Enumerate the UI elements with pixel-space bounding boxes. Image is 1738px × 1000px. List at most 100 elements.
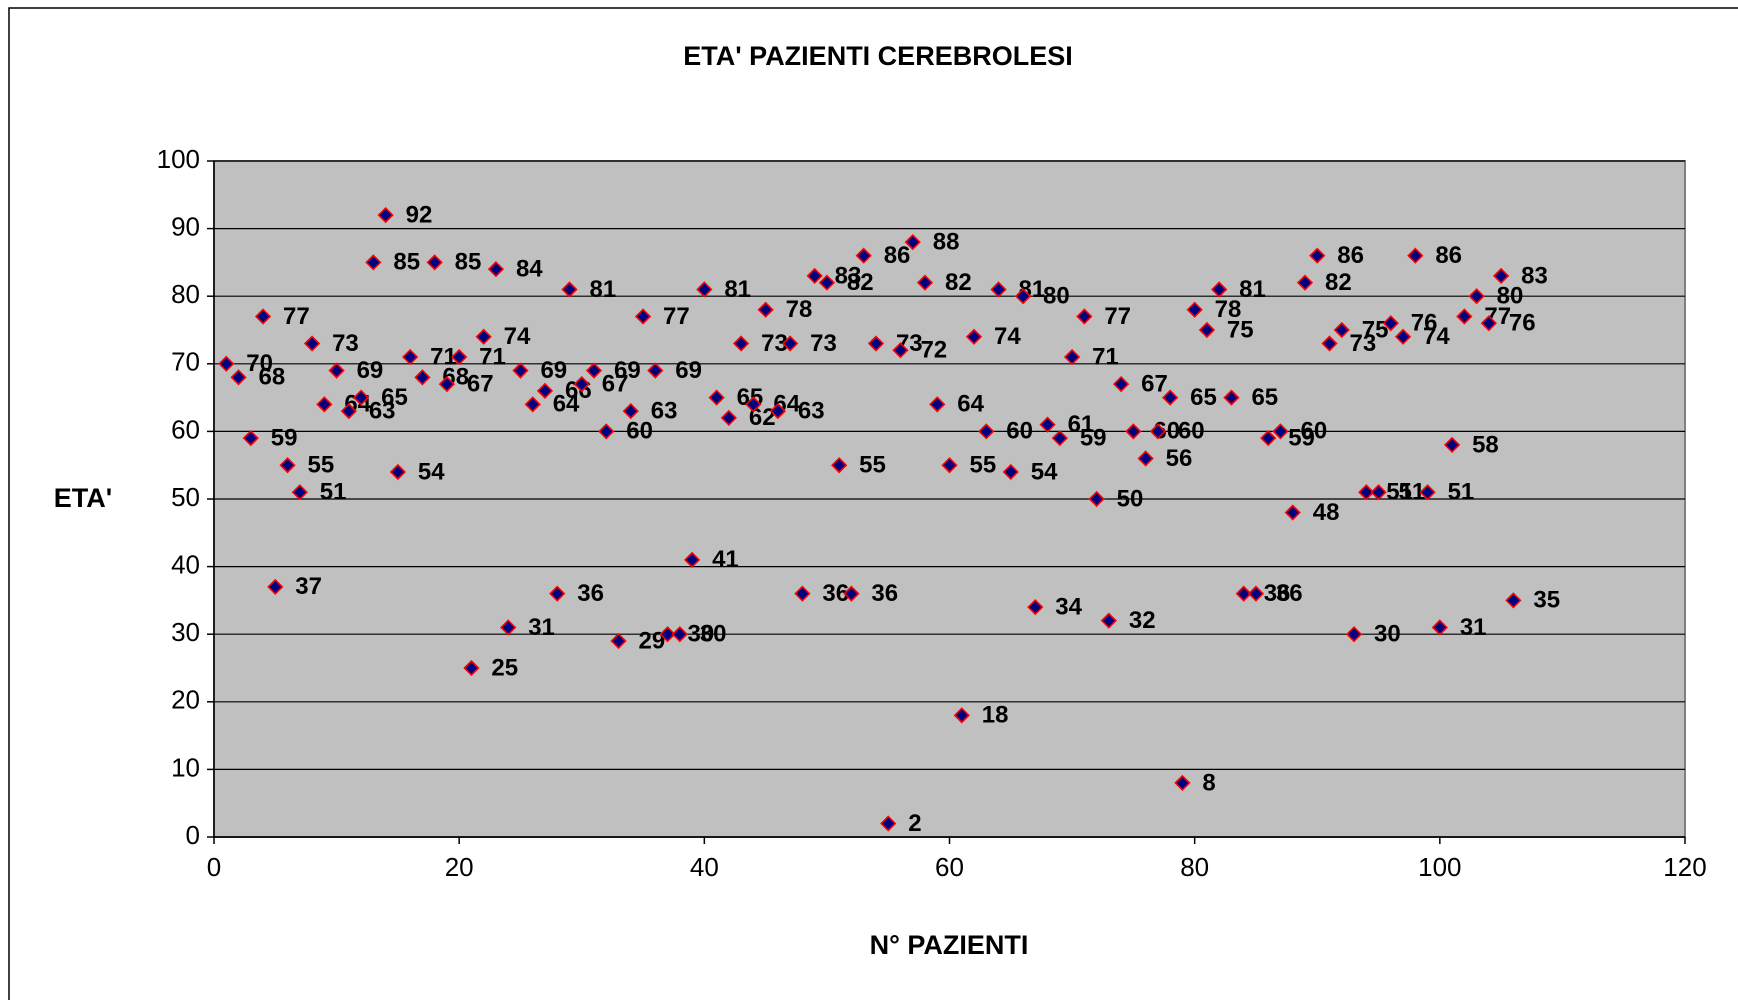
point (1051, 430, 1068, 447)
data-label: 67 (602, 370, 629, 397)
point (1456, 308, 1473, 325)
data-label: 69 (540, 357, 567, 384)
data-label: 77 (283, 303, 310, 330)
point (671, 626, 688, 643)
data-label: 51 (320, 479, 347, 506)
point (1112, 375, 1130, 393)
point (377, 206, 394, 224)
data-label: 73 (1350, 330, 1377, 357)
data-label: 29 (639, 627, 666, 654)
point (1186, 301, 1203, 318)
chart-title: ETA' PAZIENTI CEREBROLESI (683, 41, 1072, 71)
point (1284, 504, 1301, 521)
data-label: 83 (835, 262, 862, 289)
point (1480, 315, 1498, 332)
point (487, 261, 505, 278)
data-label: 67 (467, 370, 494, 397)
data-label: 59 (271, 425, 298, 452)
point (291, 484, 308, 501)
data-label: 70 (246, 350, 273, 377)
data-label: 71 (1092, 343, 1119, 370)
point (880, 815, 897, 832)
point (831, 457, 848, 474)
data-label: 69 (675, 357, 702, 384)
x-tick-label: 80 (1180, 852, 1209, 882)
data-label: 32 (1129, 607, 1156, 634)
point (573, 375, 590, 393)
y-tick-label: 0 (186, 820, 200, 850)
point (1296, 274, 1314, 291)
data-label: 63 (798, 397, 825, 424)
point (1088, 490, 1105, 508)
y-axis-label: ETA' (54, 483, 112, 513)
data-label: 55 (970, 452, 997, 479)
data-label: 56 (1166, 445, 1193, 472)
data-label: 60 (1300, 418, 1327, 445)
point (365, 254, 382, 271)
point (916, 274, 934, 291)
data-label: 84 (516, 256, 543, 283)
point (1419, 484, 1436, 501)
point (549, 585, 566, 602)
point (1211, 281, 1228, 298)
data-label: 75 (1362, 316, 1389, 343)
point (426, 254, 443, 271)
point (230, 369, 247, 386)
point (843, 585, 860, 602)
data-label: 86 (884, 242, 911, 269)
y-tick-label: 90 (171, 211, 200, 241)
point (1039, 416, 1056, 433)
data-label: 82 (847, 269, 874, 296)
data-label: 51 (1448, 479, 1475, 506)
data-label: 36 (577, 580, 604, 607)
point (1125, 423, 1142, 440)
data-label: 77 (663, 303, 690, 330)
point (218, 355, 235, 372)
data-label: 30 (700, 621, 727, 648)
data-label: 50 (1117, 485, 1144, 512)
point (402, 348, 419, 366)
data-label: 86 (1337, 242, 1364, 269)
data-label: 48 (1313, 499, 1340, 526)
x-axis-label: N° PAZIENTI (870, 930, 1029, 960)
data-label: 68 (259, 364, 286, 391)
point (267, 578, 284, 596)
data-label: 59 (1080, 425, 1107, 452)
point (1345, 626, 1363, 643)
data-label: 36 (871, 580, 898, 607)
point (1027, 599, 1044, 616)
data-label: 41 (712, 546, 739, 573)
point (1394, 328, 1412, 345)
point (1309, 247, 1326, 264)
point (1370, 484, 1387, 501)
data-label: 59 (1288, 425, 1315, 452)
point (659, 626, 676, 643)
y-tick-label: 40 (171, 549, 200, 579)
data-label: 82 (945, 269, 972, 296)
point (867, 335, 885, 352)
x-tick-label: 120 (1663, 852, 1706, 882)
point (965, 328, 983, 345)
point (708, 389, 725, 406)
point (1431, 619, 1448, 636)
data-label: 31 (1460, 614, 1487, 641)
data-label: 8 (1202, 769, 1215, 796)
data-label: 55 (859, 452, 886, 479)
point (990, 281, 1007, 298)
data-label: 69 (357, 357, 384, 384)
point (475, 328, 492, 345)
data-label: 65 (1251, 384, 1278, 411)
point (1100, 612, 1117, 629)
point (500, 619, 517, 636)
point (806, 267, 823, 285)
data-label: 36 (1264, 580, 1291, 607)
data-label: 86 (1435, 242, 1462, 269)
point (1076, 308, 1093, 325)
point (316, 396, 333, 413)
x-tick-label: 40 (690, 852, 719, 882)
point (524, 396, 541, 413)
data-label: 77 (1104, 303, 1131, 330)
data-label: 51 (1386, 479, 1413, 506)
point (1260, 430, 1277, 447)
